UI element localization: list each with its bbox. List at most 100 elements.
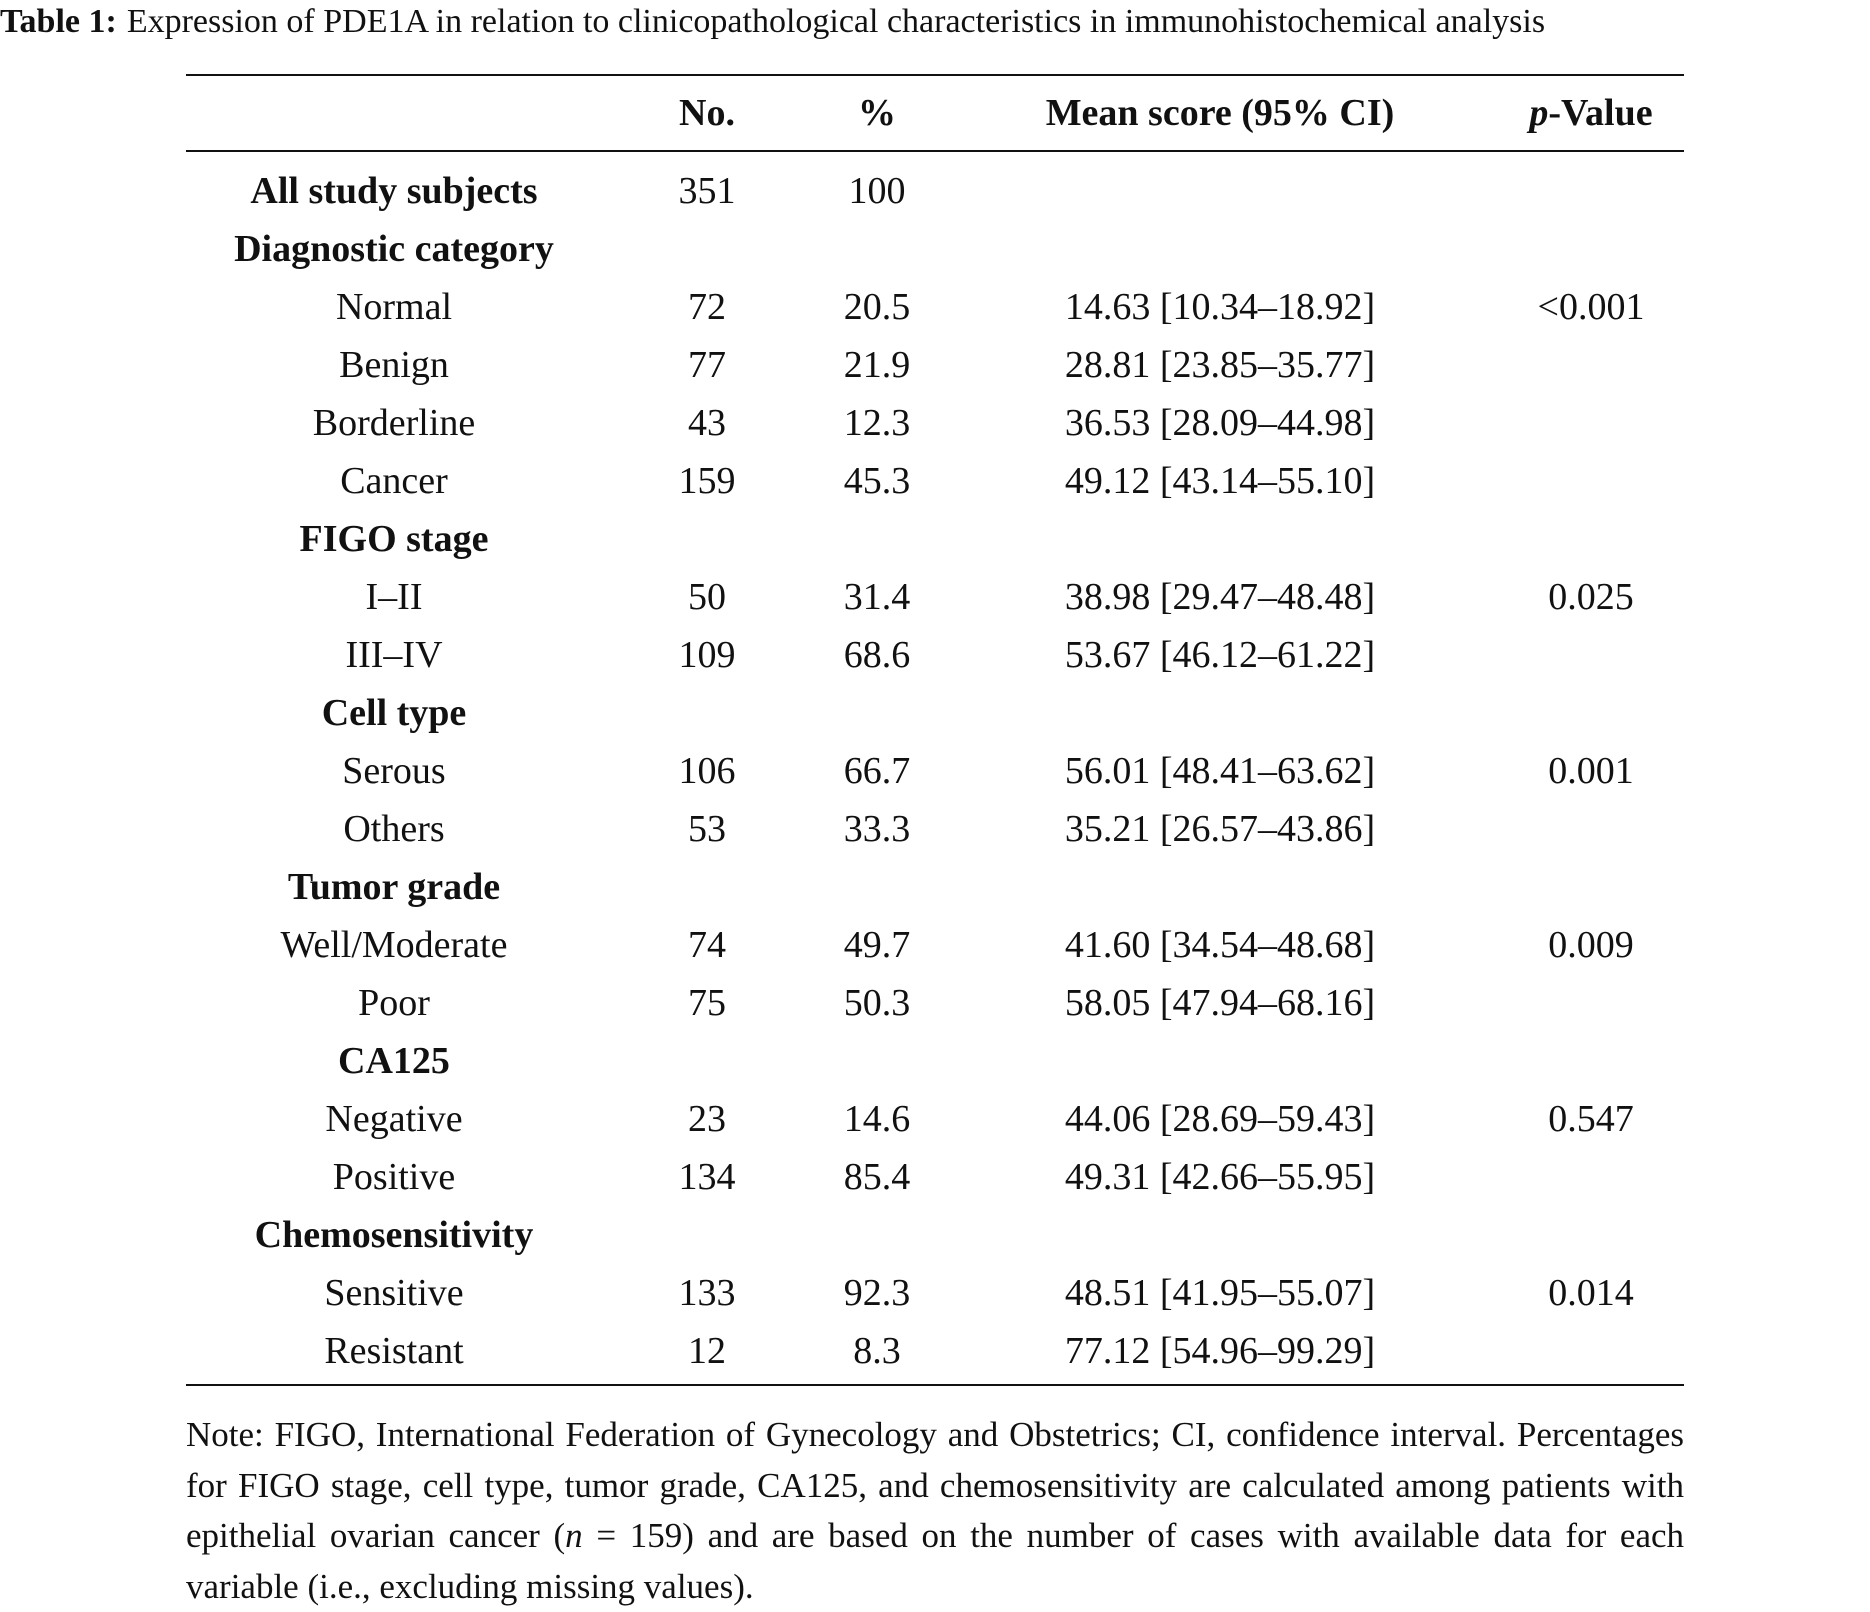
cell-pct: 31.4 bbox=[843, 576, 911, 618]
cell-p bbox=[1498, 800, 1684, 858]
cell-pct: 20.5 bbox=[843, 286, 911, 328]
cell-mean: 28.81 [23.85–35.77] bbox=[1064, 344, 1376, 386]
row-label: Normal bbox=[335, 286, 453, 328]
table-row: Negative 23 14.6 44.06 [28.69–59.43] 0.547 bbox=[186, 1090, 1684, 1148]
table-row: Resistant 12 8.3 77.12 [54.96–99.29] bbox=[186, 1322, 1684, 1385]
cell-mean bbox=[942, 858, 1498, 916]
cell-mean: 36.53 [28.09–44.98] bbox=[1064, 402, 1376, 444]
cell-p bbox=[1498, 1322, 1684, 1385]
cell-p bbox=[1498, 220, 1684, 278]
cell-no bbox=[602, 1206, 812, 1264]
table-row: Cell type bbox=[186, 684, 1684, 742]
cell-p: 0.014 bbox=[1548, 1272, 1634, 1314]
cell-p bbox=[1498, 684, 1684, 742]
cell-no: 351 bbox=[678, 170, 736, 212]
caption-label: Table 1: bbox=[0, 3, 117, 40]
note-italic: n bbox=[565, 1516, 583, 1555]
row-label: I–II bbox=[365, 576, 423, 618]
table-row: Positive 134 85.4 49.31 [42.66–55.95] bbox=[186, 1148, 1684, 1206]
table-header: No. % Mean score (95% CI) p-Value bbox=[186, 75, 1684, 152]
cell-no: 23 bbox=[688, 1098, 726, 1140]
cell-pct: 33.3 bbox=[843, 808, 911, 850]
note-text: Note: FIGO, International Federation of … bbox=[186, 1415, 1684, 1555]
table-row: Serous 106 66.7 56.01 [48.41–63.62] 0.001 bbox=[186, 742, 1684, 800]
cell-p bbox=[1498, 974, 1684, 1032]
cell-p bbox=[1498, 151, 1684, 220]
cell-mean: 77.12 [54.96–99.29] bbox=[1064, 1330, 1376, 1372]
row-label: Sensitive bbox=[324, 1272, 464, 1314]
cell-mean: 44.06 [28.69–59.43] bbox=[1064, 1098, 1376, 1140]
cell-pct: 85.4 bbox=[843, 1156, 911, 1198]
group-label: FIGO stage bbox=[299, 518, 489, 560]
group-label: Diagnostic category bbox=[234, 228, 554, 270]
table-row: Chemosensitivity bbox=[186, 1206, 1684, 1264]
cell-mean: 58.05 [47.94–68.16] bbox=[1064, 982, 1376, 1024]
group-label: Cell type bbox=[321, 692, 467, 734]
cell-no: 53 bbox=[688, 808, 726, 850]
cell-no: 75 bbox=[688, 982, 726, 1024]
row-label: Negative bbox=[325, 1098, 463, 1140]
table-row: Benign 77 21.9 28.81 [23.85–35.77] bbox=[186, 336, 1684, 394]
cell-pct: 50.3 bbox=[843, 982, 911, 1024]
cell-mean: 56.01 [48.41–63.62] bbox=[1064, 750, 1376, 792]
row-label: Resistant bbox=[324, 1330, 464, 1372]
cell-pct bbox=[812, 1032, 942, 1090]
cell-no: 134 bbox=[678, 1156, 736, 1198]
cell-mean: 53.67 [46.12–61.22] bbox=[1064, 634, 1376, 676]
cell-no bbox=[602, 510, 812, 568]
cell-mean: 49.31 [42.66–55.95] bbox=[1064, 1156, 1376, 1198]
cell-pct: 8.3 bbox=[853, 1330, 901, 1372]
cell-mean bbox=[942, 1032, 1498, 1090]
cell-mean: 48.51 [41.95–55.07] bbox=[1064, 1272, 1376, 1314]
cell-pct: 14.6 bbox=[843, 1098, 911, 1140]
cell-pct: 45.3 bbox=[843, 460, 911, 502]
cell-no bbox=[602, 858, 812, 916]
cell-p: 0.025 bbox=[1548, 576, 1634, 618]
cell-mean bbox=[942, 220, 1498, 278]
cell-no: 72 bbox=[688, 286, 726, 328]
cell-p bbox=[1498, 452, 1684, 510]
cell-no bbox=[602, 684, 812, 742]
cell-pct: 68.6 bbox=[843, 634, 911, 676]
table-row: CA125 bbox=[186, 1032, 1684, 1090]
table-row: Others 53 33.3 35.21 [26.57–43.86] bbox=[186, 800, 1684, 858]
cell-mean: 41.60 [34.54–48.68] bbox=[1064, 924, 1376, 966]
header-cell: % bbox=[812, 75, 942, 152]
table-note: Note: FIGO, International Federation of … bbox=[186, 1410, 1684, 1612]
table-row: All study subjects 351 100 bbox=[186, 151, 1684, 220]
row-label: Borderline bbox=[312, 402, 476, 444]
cell-no: 133 bbox=[678, 1272, 736, 1314]
cell-no bbox=[602, 1032, 812, 1090]
row-label: Cancer bbox=[340, 460, 448, 502]
caption-text: Expression of PDE1A in relation to clini… bbox=[126, 3, 1546, 40]
cell-pct: 12.3 bbox=[843, 402, 911, 444]
cell-pct bbox=[812, 684, 942, 742]
cell-p: <0.001 bbox=[1537, 286, 1645, 328]
row-label: Well/Moderate bbox=[280, 924, 508, 966]
table-row: III–IV 109 68.6 53.67 [46.12–61.22] bbox=[186, 626, 1684, 684]
cell-pct bbox=[812, 510, 942, 568]
row-label: Poor bbox=[358, 982, 430, 1024]
cell-no: 43 bbox=[688, 402, 726, 444]
cell-pct bbox=[812, 1206, 942, 1264]
row-label: III–IV bbox=[345, 634, 443, 676]
cell-p: 0.547 bbox=[1548, 1098, 1634, 1140]
cell-no: 50 bbox=[688, 576, 726, 618]
table-body: All study subjects 351 100 Diagnostic categ… bbox=[186, 151, 1684, 1385]
cell-pct bbox=[812, 220, 942, 278]
row-label: Positive bbox=[332, 1156, 456, 1198]
group-label: CA125 bbox=[338, 1040, 450, 1082]
cell-no: 109 bbox=[678, 634, 736, 676]
cell-p bbox=[1498, 1148, 1684, 1206]
cell-pct: 66.7 bbox=[843, 750, 911, 792]
cell-p bbox=[1498, 336, 1684, 394]
cell-mean bbox=[942, 510, 1498, 568]
cell-p bbox=[1498, 1206, 1684, 1264]
group-label: All study subjects bbox=[250, 170, 538, 212]
header-cell bbox=[186, 75, 602, 152]
header-cell: p-Value bbox=[1498, 75, 1684, 152]
cell-mean bbox=[942, 151, 1498, 220]
cell-pct: 100 bbox=[848, 170, 906, 212]
table-row: Cancer 159 45.3 49.12 [43.14–55.10] bbox=[186, 452, 1684, 510]
